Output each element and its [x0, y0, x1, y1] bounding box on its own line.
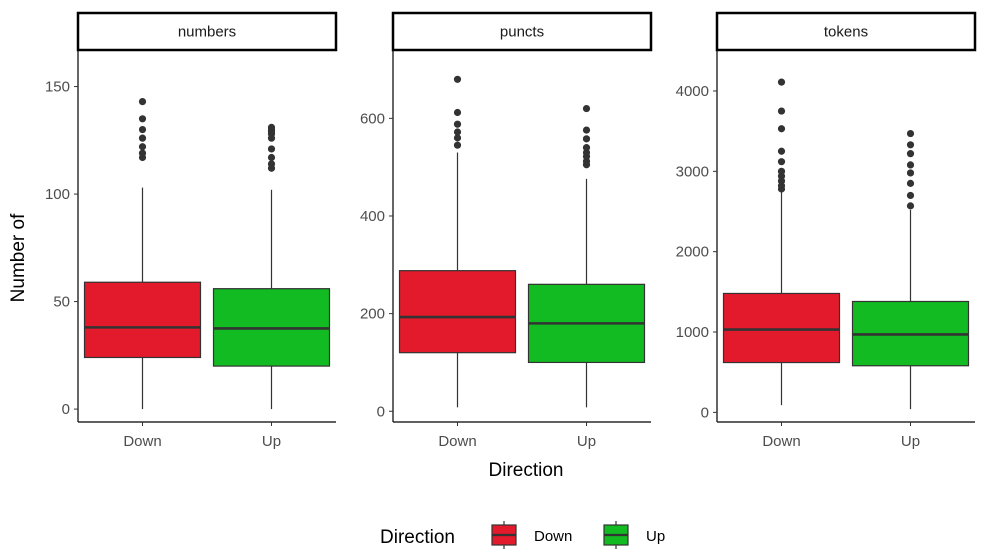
box-iqr — [398, 270, 517, 354]
outlier-point — [582, 126, 591, 134]
outlier-point — [267, 160, 276, 168]
legend-label: Up — [646, 528, 665, 545]
box-up — [212, 123, 331, 410]
outlier-point — [906, 129, 915, 138]
y-axis-title: Number of — [8, 213, 29, 302]
outlier-point — [582, 144, 591, 152]
box-up — [851, 129, 970, 410]
facet-strip-label: puncts — [500, 24, 544, 41]
outlier-point — [906, 191, 915, 200]
facet-strip — [715, 11, 977, 52]
outlier-point — [138, 98, 147, 106]
x-tick-label: Down — [123, 433, 161, 450]
outlier-point — [453, 141, 462, 149]
x-tick-label: Up — [262, 433, 281, 450]
legend-items: Down Up — [491, 521, 665, 549]
outlier-point — [138, 143, 147, 151]
panels-layer: numbers 0 50 100 150 Down Up puncts 0 200 400 600 Do… — [45, 11, 977, 450]
y-tick-label: 600 — [360, 110, 385, 127]
box-down — [83, 98, 202, 410]
box-down — [398, 75, 517, 408]
outlier-point — [906, 169, 915, 177]
y-tick-label: 1000 — [676, 324, 709, 341]
facet-strip — [76, 11, 338, 52]
outlier-point — [906, 161, 915, 169]
panel-tokens: tokens 0 1000 2000 3000 4000 Down Up — [676, 11, 977, 450]
outlier-point — [777, 147, 786, 155]
y-tick-label: 0 — [62, 401, 70, 418]
outlier-point — [453, 120, 462, 128]
facet-strip-label: numbers — [178, 24, 236, 41]
outlier-point — [582, 104, 591, 113]
outlier-point — [906, 179, 915, 187]
x-tick-label: Up — [901, 433, 920, 450]
panel-puncts: puncts 0 200 400 600 Down Up — [360, 11, 653, 450]
y-tick-label: 150 — [45, 79, 70, 96]
legend: Direction Down Up — [380, 521, 665, 549]
x-axis-title: Direction — [489, 460, 564, 481]
outlier-point — [906, 141, 915, 149]
y-tick-label: 4000 — [676, 83, 709, 100]
x-tick-label: Down — [438, 433, 476, 450]
panel-numbers: numbers 0 50 100 150 Down Up — [45, 11, 338, 450]
x-tick-label: Up — [577, 433, 596, 450]
outlier-point — [777, 167, 786, 175]
y-tick-label: 50 — [53, 294, 70, 311]
legend-item-up: Up — [603, 521, 665, 549]
outlier-point — [453, 134, 462, 142]
outlier-point — [453, 108, 462, 117]
outlier-point — [138, 134, 147, 142]
y-tick-label: 100 — [45, 186, 70, 203]
box-down — [722, 78, 841, 406]
outlier-point — [777, 78, 786, 86]
outlier-point — [777, 158, 786, 166]
y-tick-label: 200 — [360, 306, 385, 323]
legend-item-down: Down — [491, 521, 572, 549]
outlier-point — [453, 75, 462, 83]
outlier-point — [138, 115, 147, 123]
outlier-point — [906, 150, 915, 158]
outlier-point — [267, 123, 276, 132]
outlier-point — [267, 145, 276, 153]
facet-strip — [391, 11, 653, 52]
outlier-point — [582, 135, 591, 143]
facet-strip-label: tokens — [824, 24, 868, 41]
outlier-point — [267, 153, 276, 162]
outlier-point — [138, 125, 147, 134]
box-iqr — [722, 292, 841, 364]
outlier-point — [777, 107, 786, 115]
y-tick-label: 400 — [360, 208, 385, 225]
legend-label: Down — [534, 528, 572, 545]
outlier-point — [777, 125, 786, 133]
box-iqr — [83, 281, 202, 359]
y-tick-label: 0 — [701, 404, 709, 421]
outlier-point — [138, 149, 147, 157]
y-tick-label: 2000 — [676, 244, 709, 261]
y-tick-label: 3000 — [676, 163, 709, 180]
outlier-point — [906, 202, 915, 210]
box-up — [527, 104, 646, 408]
legend-title: Direction — [380, 527, 455, 548]
x-tick-label: Down — [762, 433, 800, 450]
outlier-point — [453, 128, 462, 136]
y-tick-label: 0 — [377, 403, 385, 420]
